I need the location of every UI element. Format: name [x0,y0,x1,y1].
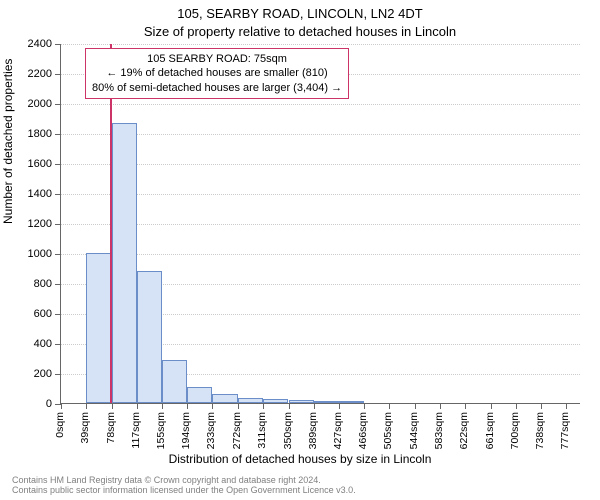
x-tick [314,403,315,409]
y-tick [55,224,61,225]
x-tick [491,403,492,409]
chart-sub-title: Size of property relative to detached ho… [0,24,600,39]
x-tick [187,403,188,409]
x-axis-label: Distribution of detached houses by size … [0,452,600,466]
histogram-bar [339,401,364,403]
histogram-bar [314,401,339,403]
y-tick [55,194,61,195]
y-tick [55,254,61,255]
histogram-bar [86,253,111,403]
y-tick [55,164,61,165]
histogram-bar [187,387,212,404]
y-tick-label: 2200 [12,68,52,80]
gridline [61,134,580,135]
histogram-bar [137,271,162,403]
annotation-line: 80% of semi-detached houses are larger (… [92,81,342,95]
gridline [61,104,580,105]
chart-container: 105, SEARBY ROAD, LINCOLN, LN2 4DT Size … [0,0,600,500]
y-tick-label: 800 [12,278,52,290]
gridline [61,164,580,165]
x-tick-label: 78sqm [105,412,117,444]
y-tick [55,314,61,315]
annotation-line: 105 SEARBY ROAD: 75sqm [92,52,342,66]
gridline [61,224,580,225]
x-tick [61,403,62,409]
x-tick [516,403,517,409]
histogram-bar [289,400,314,403]
footer-line-2: Contains public sector information licen… [12,486,356,496]
gridline [61,194,580,195]
x-tick-label: 389sqm [307,412,319,449]
x-tick-label: 700sqm [509,412,521,449]
y-tick-label: 1800 [12,128,52,140]
x-tick [364,403,365,409]
y-tick [55,284,61,285]
x-tick [339,403,340,409]
y-tick [55,374,61,375]
y-tick-label: 2400 [12,38,52,50]
x-tick-label: 194sqm [180,412,192,449]
y-tick-label: 1200 [12,218,52,230]
x-tick [289,403,290,409]
x-tick-label: 738sqm [534,412,546,449]
x-tick-label: 661sqm [484,412,496,449]
x-tick-label: 427sqm [332,412,344,449]
x-tick-label: 505sqm [382,412,394,449]
y-tick-label: 2000 [12,98,52,110]
x-tick-label: 233sqm [205,412,217,449]
gridline [61,254,580,255]
y-tick-label: 200 [12,368,52,380]
x-tick-label: 311sqm [256,412,268,449]
x-tick [389,403,390,409]
x-tick-label: 155sqm [155,412,167,449]
y-tick [55,104,61,105]
x-tick-label: 466sqm [357,412,369,449]
chart-main-title: 105, SEARBY ROAD, LINCOLN, LN2 4DT [0,6,600,21]
x-tick [440,403,441,409]
y-tick-label: 400 [12,338,52,350]
footer-text: Contains HM Land Registry data © Crown c… [12,476,356,496]
histogram-bar [238,398,263,403]
x-tick-label: 583sqm [433,412,445,449]
y-tick-label: 1400 [12,188,52,200]
gridline [61,44,580,45]
x-tick [238,403,239,409]
y-tick [55,134,61,135]
x-tick-label: 350sqm [282,412,294,449]
x-tick-label: 544sqm [408,412,420,449]
x-tick [465,403,466,409]
y-tick-label: 1600 [12,158,52,170]
annotation-line: ← 19% of detached houses are smaller (81… [92,66,342,80]
x-tick-label: 777sqm [559,412,571,449]
y-tick [55,344,61,345]
x-tick-label: 117sqm [130,412,142,449]
histogram-bar [212,394,237,403]
x-tick [86,403,87,409]
histogram-bar [112,123,137,404]
x-tick [263,403,264,409]
x-tick [415,403,416,409]
x-tick [112,403,113,409]
x-tick [162,403,163,409]
x-tick-label: 0sqm [54,412,66,438]
x-tick [541,403,542,409]
x-tick [212,403,213,409]
annotation-box: 105 SEARBY ROAD: 75sqm← 19% of detached … [85,48,349,99]
x-tick-label: 272sqm [231,412,243,449]
x-tick-label: 39sqm [79,412,91,444]
x-tick-label: 622sqm [458,412,470,449]
y-tick-label: 1000 [12,248,52,260]
y-tick-label: 0 [12,398,52,410]
y-tick [55,44,61,45]
y-tick [55,74,61,75]
histogram-bar [162,360,187,404]
y-tick-label: 600 [12,308,52,320]
histogram-bar [263,399,288,403]
x-tick [566,403,567,409]
x-tick [137,403,138,409]
